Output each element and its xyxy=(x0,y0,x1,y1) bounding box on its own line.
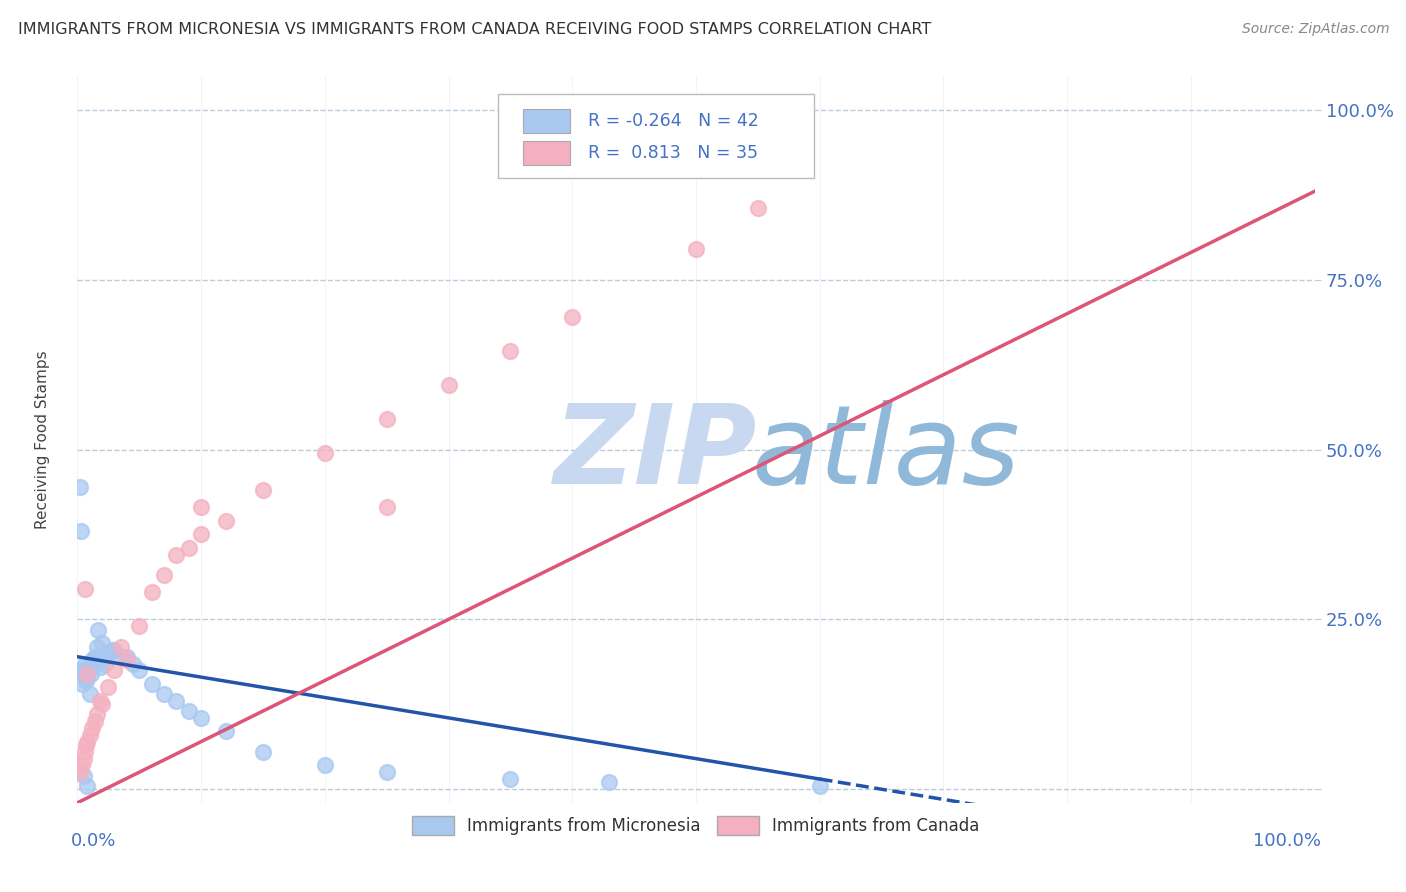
Text: R =  0.813   N = 35: R = 0.813 N = 35 xyxy=(588,145,758,162)
Point xyxy=(153,687,176,701)
Point xyxy=(79,687,101,701)
Text: Receiving Food Stamps: Receiving Food Stamps xyxy=(35,350,51,529)
Point xyxy=(101,643,124,657)
Point xyxy=(499,772,522,786)
Point xyxy=(69,480,91,494)
Point xyxy=(89,694,111,708)
Point xyxy=(86,707,108,722)
Point xyxy=(84,649,107,664)
Point xyxy=(83,714,105,729)
FancyBboxPatch shape xyxy=(498,94,814,178)
Point xyxy=(79,728,101,742)
Point xyxy=(75,738,97,752)
Point xyxy=(76,734,98,748)
Point xyxy=(190,711,212,725)
Point xyxy=(177,704,200,718)
Text: 100.0%: 100.0% xyxy=(1253,832,1320,850)
Text: ZIP: ZIP xyxy=(554,401,758,508)
Point xyxy=(72,751,94,765)
Point xyxy=(153,568,176,582)
Point xyxy=(190,527,212,541)
Point xyxy=(80,666,103,681)
Point xyxy=(69,765,91,780)
Point xyxy=(110,640,132,654)
Point xyxy=(91,636,114,650)
Point xyxy=(128,663,150,677)
Point xyxy=(97,646,120,660)
FancyBboxPatch shape xyxy=(523,109,569,133)
Point xyxy=(72,769,94,783)
Point xyxy=(165,694,187,708)
Point xyxy=(86,640,108,654)
Text: atlas: atlas xyxy=(752,401,1021,508)
Point xyxy=(72,758,94,772)
Point xyxy=(82,653,104,667)
Point xyxy=(215,514,238,528)
Legend: Immigrants from Micronesia, Immigrants from Canada: Immigrants from Micronesia, Immigrants f… xyxy=(405,809,987,842)
Point xyxy=(93,657,115,671)
Point xyxy=(437,378,460,392)
Point xyxy=(70,524,93,538)
Point xyxy=(73,582,96,596)
Point xyxy=(72,677,94,691)
Point xyxy=(685,242,707,256)
Point xyxy=(177,541,200,555)
Text: IMMIGRANTS FROM MICRONESIA VS IMMIGRANTS FROM CANADA RECEIVING FOOD STAMPS CORRE: IMMIGRANTS FROM MICRONESIA VS IMMIGRANTS… xyxy=(18,22,932,37)
FancyBboxPatch shape xyxy=(523,141,569,165)
Point xyxy=(77,663,100,677)
Text: R = -0.264   N = 42: R = -0.264 N = 42 xyxy=(588,112,759,129)
Point xyxy=(83,649,105,664)
Point xyxy=(87,623,110,637)
Point xyxy=(103,643,125,657)
Point xyxy=(73,657,96,671)
Point xyxy=(141,677,163,691)
Point xyxy=(82,657,104,671)
Point xyxy=(314,758,336,772)
Point xyxy=(90,660,112,674)
Point xyxy=(73,745,96,759)
Point xyxy=(375,765,398,780)
Point xyxy=(103,663,125,677)
Point xyxy=(70,663,93,677)
Text: Source: ZipAtlas.com: Source: ZipAtlas.com xyxy=(1241,22,1389,37)
Point xyxy=(89,649,111,664)
Point xyxy=(375,500,398,515)
Point xyxy=(76,666,98,681)
Point xyxy=(598,775,620,789)
Point xyxy=(499,343,522,358)
Point xyxy=(97,681,120,695)
Point xyxy=(141,585,163,599)
Point xyxy=(128,619,150,633)
Point xyxy=(115,649,138,664)
Point xyxy=(82,721,104,735)
Point xyxy=(122,657,145,671)
Text: 0.0%: 0.0% xyxy=(72,832,117,850)
Point xyxy=(190,500,212,515)
Point xyxy=(808,779,831,793)
Point xyxy=(91,698,114,712)
Point xyxy=(76,670,98,684)
Point xyxy=(314,446,336,460)
Point xyxy=(215,724,238,739)
Point xyxy=(561,310,583,324)
Point xyxy=(165,548,187,562)
Point xyxy=(72,663,94,677)
Point xyxy=(747,202,769,216)
Point xyxy=(252,483,274,498)
Point xyxy=(110,649,132,664)
Point xyxy=(375,412,398,426)
Point xyxy=(76,779,98,793)
Point xyxy=(252,745,274,759)
Point xyxy=(75,673,97,688)
Point xyxy=(115,653,138,667)
